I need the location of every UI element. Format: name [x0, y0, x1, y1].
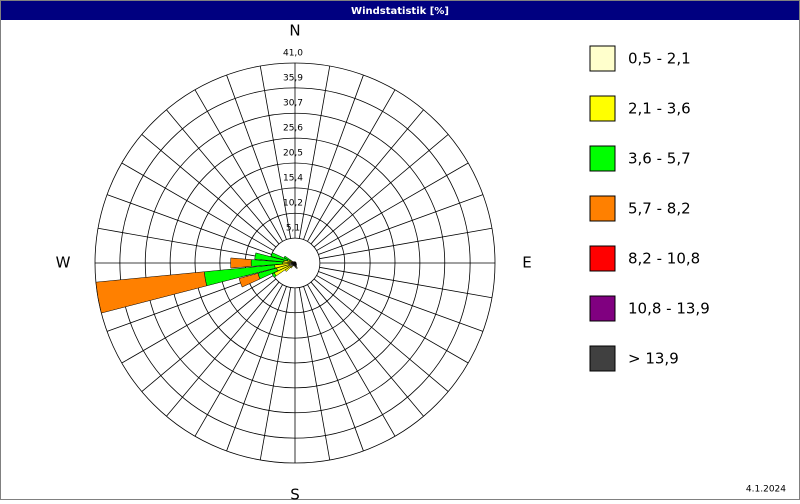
ring-label: 25,6 — [283, 124, 303, 134]
ring-label: 20,5 — [283, 149, 303, 159]
direction-label: S — [290, 486, 300, 501]
ring-label: 10,2 — [283, 199, 303, 209]
legend-swatch — [590, 246, 615, 271]
chart-title: Windstatistik [%] — [351, 6, 449, 17]
ring-label: 5,1 — [286, 224, 300, 234]
legend-swatch — [590, 46, 615, 71]
direction-label: N — [289, 22, 300, 40]
ring-label: 30,7 — [283, 99, 303, 109]
direction-label: W — [56, 254, 71, 272]
ring-label: 15,4 — [283, 173, 303, 183]
legend-label: 3,6 - 5,7 — [628, 150, 691, 168]
legend-label: 0,5 - 2,1 — [628, 50, 691, 68]
legend-swatch — [590, 196, 615, 221]
footer-date: 4.1.2024 — [746, 485, 786, 495]
legend-label: 8,2 - 10,8 — [628, 250, 700, 268]
ring-label: 41,0 — [283, 49, 303, 59]
legend-swatch — [590, 146, 615, 171]
direction-label: E — [522, 254, 531, 272]
sector — [231, 258, 252, 268]
legend-label: 10,8 - 13,9 — [628, 300, 710, 318]
legend-swatch — [590, 96, 615, 121]
legend-swatch — [590, 346, 615, 371]
ring-label: 35,9 — [283, 73, 303, 83]
legend-label: 5,7 - 8,2 — [628, 200, 691, 218]
legend-label: > 13,9 — [628, 350, 679, 368]
legend-swatch — [590, 296, 615, 321]
legend-label: 2,1 - 3,6 — [628, 100, 691, 118]
